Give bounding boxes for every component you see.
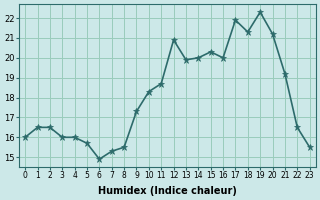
X-axis label: Humidex (Indice chaleur): Humidex (Indice chaleur) (98, 186, 237, 196)
